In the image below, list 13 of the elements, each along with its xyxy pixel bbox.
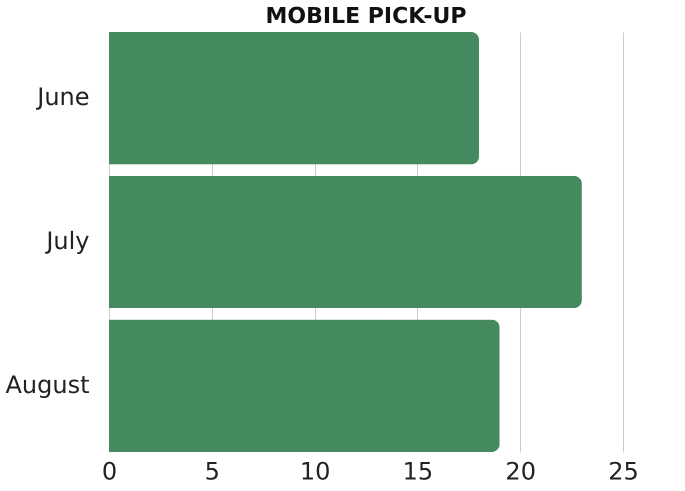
bar <box>109 320 500 452</box>
y-tick-label: June <box>35 83 90 112</box>
x-tick-label: 0 <box>102 458 118 486</box>
y-tick-label: July <box>44 227 90 255</box>
x-tick-label: 15 <box>402 458 434 486</box>
x-tick-label: 25 <box>608 458 639 486</box>
bar <box>109 176 582 308</box>
bar <box>109 32 480 164</box>
chart-title: MOBILE PICK-UP <box>266 4 466 29</box>
y-tick-label: August <box>6 370 90 399</box>
x-tick-label: 5 <box>204 458 220 486</box>
x-tick-label: 10 <box>300 458 330 486</box>
x-tick-label: 20 <box>505 458 536 486</box>
